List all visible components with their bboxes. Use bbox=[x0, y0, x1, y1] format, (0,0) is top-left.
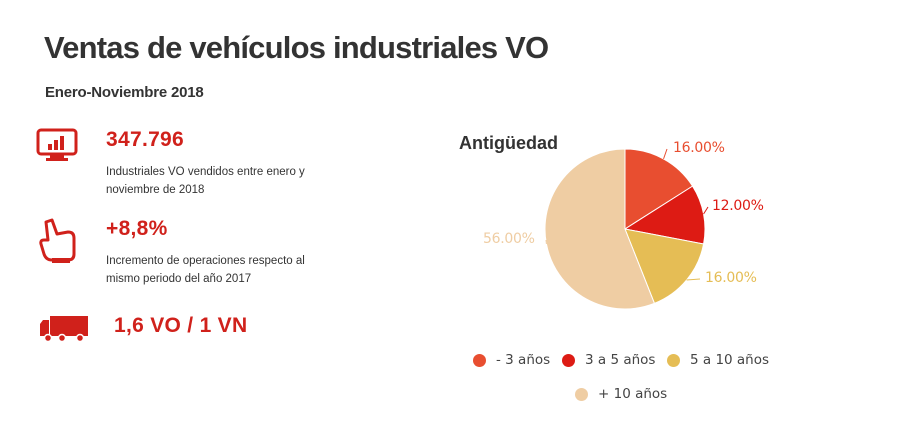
monitor-chart-icon bbox=[36, 128, 78, 161]
legend-label: 3 a 5 años bbox=[585, 352, 656, 368]
pie-slice bbox=[544, 148, 656, 310]
slice-value-label: 16.00% bbox=[673, 140, 725, 156]
stat-value-increase: +8,8% bbox=[106, 217, 168, 240]
legend-label: - 3 años bbox=[496, 352, 551, 368]
leader-line bbox=[703, 206, 709, 215]
slice-value-label: 16.00% bbox=[705, 270, 757, 286]
chart-title: Antigüedad bbox=[459, 133, 558, 153]
legend-item: 3 a 5 años bbox=[562, 352, 655, 368]
stat-desc-sold: Industriales VO vendidos entre enero y n… bbox=[106, 163, 346, 199]
legend-label: 5 a 10 años bbox=[690, 352, 770, 368]
truck-icon bbox=[40, 316, 88, 342]
leader-line bbox=[663, 148, 668, 160]
stat-desc-sold-line2: noviembre de 2018 bbox=[106, 184, 205, 196]
pie-slice bbox=[624, 148, 694, 230]
legend-item: - 3 años bbox=[473, 352, 550, 368]
page-subtitle: Enero-Noviembre 2018 bbox=[45, 84, 204, 101]
stat-desc-sold-line1: Industriales VO vendidos entre enero y bbox=[106, 166, 305, 178]
pie-slice bbox=[624, 228, 705, 305]
legend-swatch bbox=[473, 353, 486, 367]
legend-item: + 10 años bbox=[575, 386, 667, 402]
legend-swatch bbox=[562, 353, 575, 367]
stat-desc-increase-line1: Incremento de operaciones respecto al bbox=[106, 255, 305, 267]
stat-value-ratio: 1,6 VO / 1 VN bbox=[114, 314, 248, 337]
page-title: Ventas de vehículos industriales VO bbox=[44, 30, 549, 65]
stat-value-sold: 347.796 bbox=[106, 128, 185, 151]
legend-swatch bbox=[575, 387, 588, 401]
stat-desc-increase: Incremento de operaciones respecto al mi… bbox=[106, 252, 346, 288]
slice-value-label: 56.00% bbox=[483, 231, 535, 247]
legend-swatch bbox=[667, 353, 680, 367]
legend-item: 5 a 10 años bbox=[667, 352, 769, 368]
pointing-hand-icon bbox=[39, 218, 76, 263]
legend-label: + 10 años bbox=[598, 386, 668, 402]
pie-slice bbox=[623, 185, 706, 245]
stat-desc-increase-line2: mismo periodo del año 2017 bbox=[106, 273, 252, 285]
slice-value-label: 12.00% bbox=[712, 198, 764, 214]
leader-line bbox=[686, 278, 701, 281]
